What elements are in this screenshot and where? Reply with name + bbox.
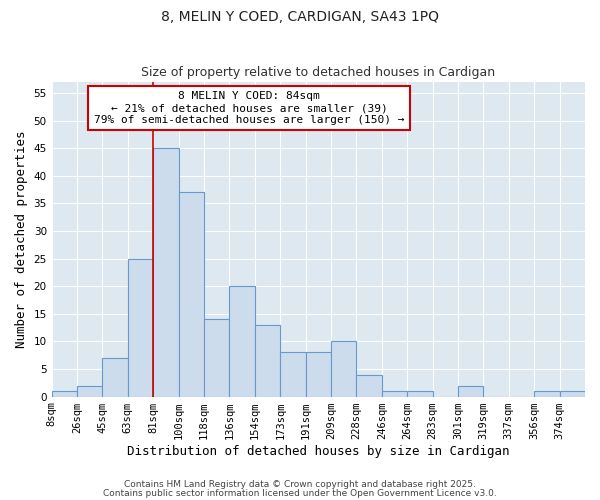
- Text: Contains HM Land Registry data © Crown copyright and database right 2025.: Contains HM Land Registry data © Crown c…: [124, 480, 476, 489]
- Bar: [560, 391, 585, 396]
- Bar: [229, 286, 255, 397]
- Bar: [331, 342, 356, 396]
- Title: Size of property relative to detached houses in Cardigan: Size of property relative to detached ho…: [141, 66, 496, 80]
- Y-axis label: Number of detached properties: Number of detached properties: [15, 130, 28, 348]
- Bar: [128, 258, 153, 396]
- Bar: [179, 192, 204, 396]
- Bar: [204, 320, 229, 396]
- Bar: [382, 391, 407, 396]
- Text: 8, MELIN Y COED, CARDIGAN, SA43 1PQ: 8, MELIN Y COED, CARDIGAN, SA43 1PQ: [161, 10, 439, 24]
- Text: Contains public sector information licensed under the Open Government Licence v3: Contains public sector information licen…: [103, 489, 497, 498]
- Bar: [255, 325, 280, 396]
- Text: 8 MELIN Y COED: 84sqm
← 21% of detached houses are smaller (39)
79% of semi-deta: 8 MELIN Y COED: 84sqm ← 21% of detached …: [94, 92, 404, 124]
- Bar: [103, 358, 128, 397]
- Bar: [77, 386, 103, 396]
- Bar: [280, 352, 305, 397]
- Bar: [305, 352, 331, 397]
- Bar: [407, 391, 433, 396]
- Bar: [356, 374, 382, 396]
- Bar: [153, 148, 179, 396]
- Bar: [534, 391, 560, 396]
- Bar: [458, 386, 484, 396]
- X-axis label: Distribution of detached houses by size in Cardigan: Distribution of detached houses by size …: [127, 444, 509, 458]
- Bar: [52, 391, 77, 396]
